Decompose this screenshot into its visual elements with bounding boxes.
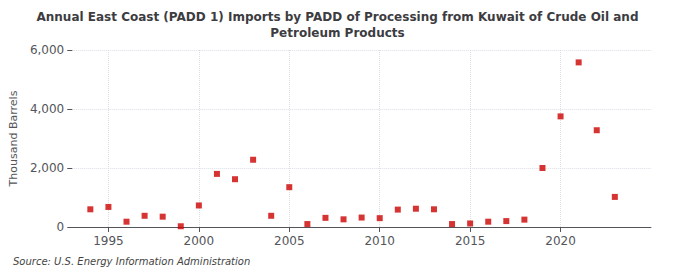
svg-text:4,000: 4,000 — [30, 102, 64, 116]
svg-text:6,000: 6,000 — [30, 43, 64, 57]
svg-text:Thousand Barrels: Thousand Barrels — [7, 90, 20, 187]
svg-text:Petroleum Products: Petroleum Products — [270, 26, 404, 40]
svg-text:Annual East Coast (PADD 1) Imp: Annual East Coast (PADD 1) Imports by PA… — [36, 10, 638, 24]
svg-text:Source: U.S. Energy Informatio: Source: U.S. Energy Information Administ… — [13, 256, 250, 267]
svg-text:1995: 1995 — [93, 234, 124, 248]
svg-text:2,000: 2,000 — [30, 161, 64, 175]
svg-text:2010: 2010 — [364, 234, 395, 248]
svg-text:2000: 2000 — [184, 234, 215, 248]
svg-text:2005: 2005 — [274, 234, 305, 248]
svg-text:2015: 2015 — [455, 234, 486, 248]
svg-text:2020: 2020 — [545, 234, 576, 248]
svg-text:0: 0 — [57, 220, 65, 234]
